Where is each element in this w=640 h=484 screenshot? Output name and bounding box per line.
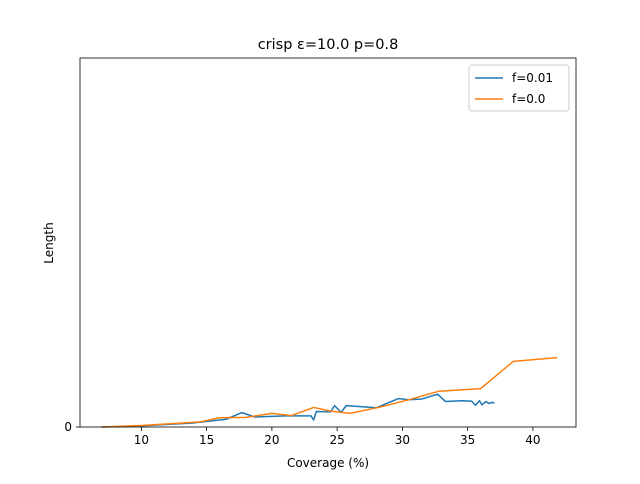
x-axis-label: Coverage (%): [287, 456, 369, 470]
x-tick-label: 10: [134, 433, 149, 447]
y-axis-label: Length: [42, 222, 56, 263]
series-line-1: [101, 356, 558, 428]
x-tick-label: 25: [329, 433, 344, 447]
x-tick-label: 35: [460, 433, 475, 447]
x-tick-label: 15: [199, 433, 214, 447]
legend-label-1: f=0.0: [512, 92, 545, 106]
chart-title: crisp ε=10.0 p=0.8: [258, 37, 399, 53]
legend: f=0.01 f=0.0: [468, 64, 570, 112]
series-line-0: [101, 393, 495, 428]
x-tick-label: 40: [525, 433, 540, 447]
y-tick-label: 0: [64, 420, 72, 434]
legend-label-0: f=0.01: [512, 71, 553, 85]
x-tick-label: 30: [395, 433, 410, 447]
plot-frame: [79, 57, 577, 428]
x-tick-label: 20: [264, 433, 279, 447]
